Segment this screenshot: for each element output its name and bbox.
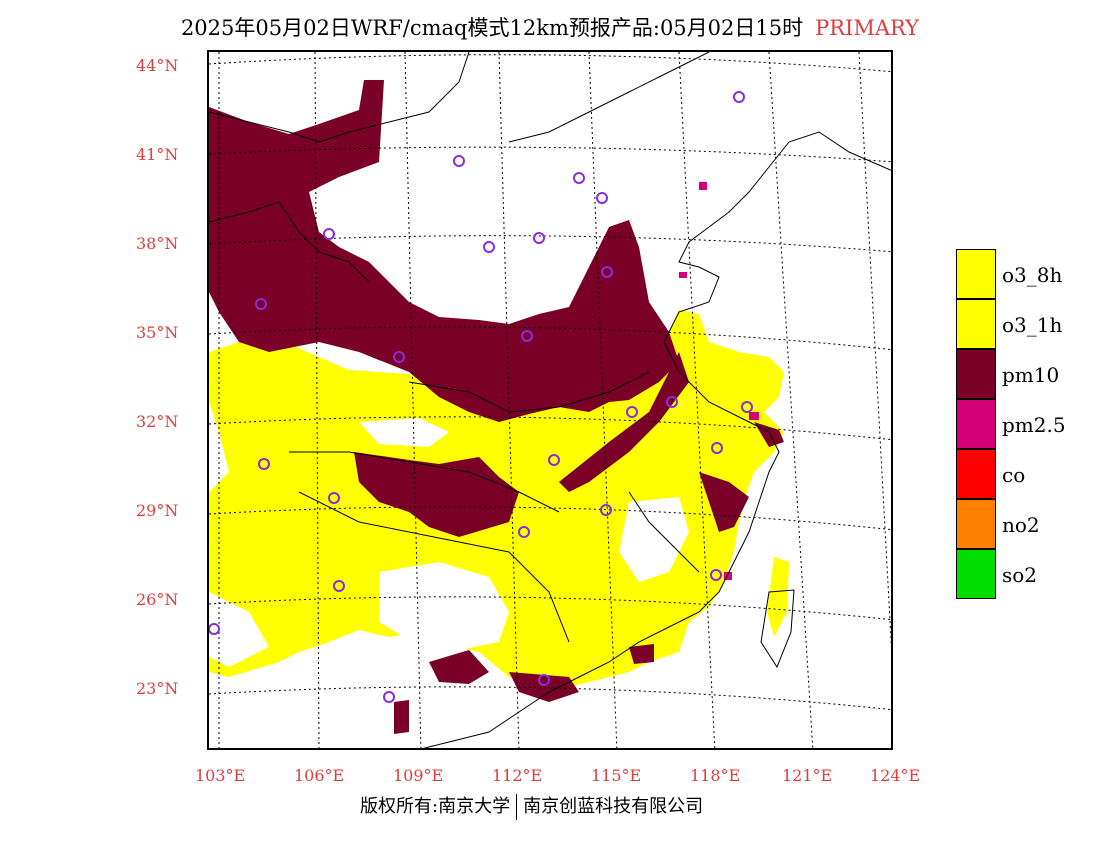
legend-item-pm10: pm10 [956,349,1096,399]
legend-label: co [1002,463,1026,487]
legend-swatch [956,299,996,349]
lon-label-118: 118°E [690,766,741,785]
legend-item-o3-1h: o3_1h [956,299,1096,349]
legend-label: pm2.5 [1002,413,1066,437]
lon-label-115: 115°E [591,766,642,785]
lon-label-124: 124°E [870,766,921,785]
pm10-region [209,80,679,422]
copyright-left: 版权所有:南京大学 [360,796,511,817]
legend-swatch [956,449,996,499]
lat-label-44: 44°N [136,56,179,75]
lat-label-26: 26°N [136,590,179,609]
legend-label: so2 [1002,563,1038,587]
city-markers [209,91,753,703]
legend-swatch [956,549,996,599]
legend-item-no2: no2 [956,499,1096,549]
lat-label-41: 41°N [136,145,179,164]
legend-item-o3-8h: o3_8h [956,249,1096,299]
legend-label: o3_8h [1002,263,1063,287]
legend-item-so2: so2 [956,549,1096,599]
lon-label-106: 106°E [294,766,345,785]
lat-label-23: 23°N [136,679,179,698]
lat-label-38: 38°N [136,234,179,253]
lat-label-35: 35°N [136,323,179,342]
legend-swatch [956,349,996,399]
legend-label: no2 [1002,513,1040,537]
legend-swatch [956,499,996,549]
lon-label-112: 112°E [492,766,543,785]
legend-label: o3_1h [1002,313,1063,337]
map-title-main: 2025年05月02日WRF/cmaq模式12km预报产品:05月02日15时 [180,16,804,40]
legend-item-co: co [956,449,1096,499]
lon-label-109: 109°E [393,766,444,785]
legend-swatch [956,399,996,449]
lon-label-103: 103°E [195,766,246,785]
copyright-right: 南京创蓝科技有限公司 [523,796,704,817]
legend-swatch [956,249,996,299]
primary-tag: PRIMARY [815,16,920,40]
lat-label-32: 32°N [136,412,179,431]
lat-label-29: 29°N [136,501,179,520]
pollutant-legend: o3_8h o3_1h pm10 pm2.5 co no2 so2 [956,249,1096,599]
map-title: 2025年05月02日WRF/cmaq模式12km预报产品:05月02日15时 P… [0,12,1100,42]
legend-item-pm2-5: pm2.5 [956,399,1096,449]
copyright-footer: 版权所有:南京大学 南京创蓝科技有限公司 [360,792,703,820]
forecast-map [207,50,893,750]
lon-label-121: 121°E [782,766,833,785]
copyright-divider [516,794,518,820]
legend-label: pm10 [1002,363,1060,387]
map-canvas [209,52,891,748]
